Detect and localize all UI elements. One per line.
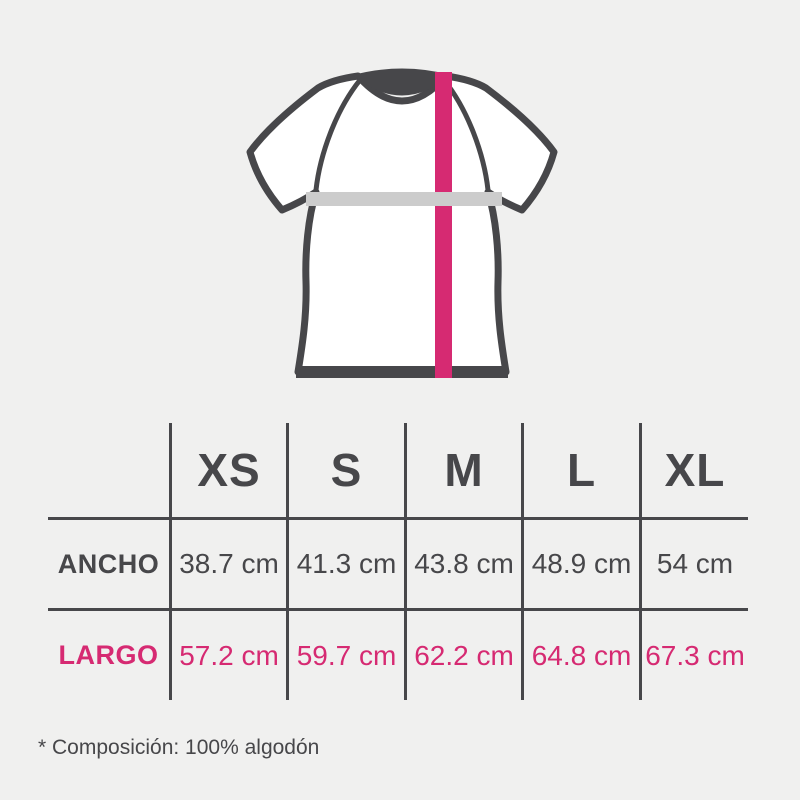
tshirt-illustration xyxy=(244,62,560,380)
ancho-value-l: 48.9 cm xyxy=(521,517,639,608)
ancho-value-m: 43.8 cm xyxy=(404,517,521,608)
width-band xyxy=(306,192,502,206)
largo-value-s: 59.7 cm xyxy=(286,608,404,700)
size-header-xs: XS xyxy=(169,423,286,517)
ancho-value-xl: 54 cm xyxy=(639,517,748,608)
size-header-m: M xyxy=(404,423,521,517)
size-header-s: S xyxy=(286,423,404,517)
largo-value-l: 64.8 cm xyxy=(521,608,639,700)
tshirt-collar xyxy=(353,68,451,96)
largo-value-xl: 67.3 cm xyxy=(639,608,748,700)
largo-value-m: 62.2 cm xyxy=(404,608,521,700)
composition-footnote: * Composición: 100% algodón xyxy=(38,736,320,759)
left-sleeve-seam xyxy=(313,77,363,193)
table-corner-cell xyxy=(48,423,169,517)
size-header-xl: XL xyxy=(639,423,748,517)
largo-value-xs: 57.2 cm xyxy=(169,608,286,700)
length-stripe xyxy=(435,72,452,378)
row-label-largo: LARGO xyxy=(48,608,169,700)
size-table: XS S M L XL ANCHO 38.7 cm 41.3 cm 43.8 c… xyxy=(48,423,748,700)
ancho-value-s: 41.3 cm xyxy=(286,517,404,608)
ancho-value-xs: 38.7 cm xyxy=(169,517,286,608)
size-header-l: L xyxy=(521,423,639,517)
row-label-ancho: ANCHO xyxy=(48,517,169,608)
tshirt-icon xyxy=(246,68,558,378)
tshirt-body xyxy=(246,72,558,376)
